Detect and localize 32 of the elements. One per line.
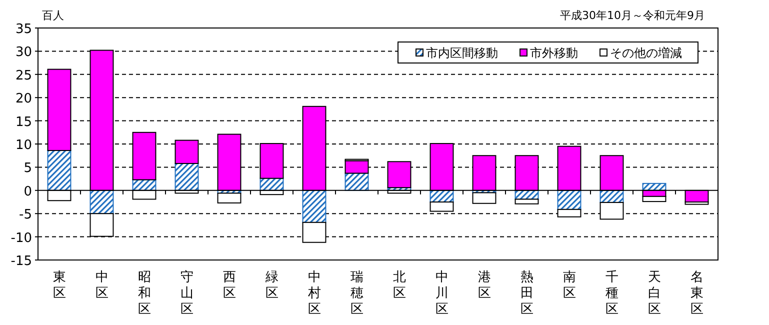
y-tick-label: 15 [15, 114, 32, 130]
x-tick-label: 千種区 [605, 270, 618, 317]
y-tick-label: 25 [15, 68, 32, 84]
y-tick-label: 35 [15, 22, 32, 37]
x-tick-label: 守山区 [180, 270, 194, 317]
x-tick-label: 北区 [392, 270, 406, 301]
y-tick-label: 20 [15, 92, 32, 107]
x-tick-label: 名東区 [690, 270, 704, 317]
legend-label: 市外移動 [530, 46, 578, 60]
x-tick-label: 熱田区 [520, 270, 534, 317]
y-tick-label: -15 [10, 254, 32, 269]
chart-subtitle: 平成30年10月～令和元年9月 [560, 9, 705, 22]
x-tick-label: 南区 [562, 270, 576, 301]
x-tick-label: 西区 [222, 270, 236, 301]
y-tick-label: -5 [19, 208, 32, 223]
x-tick-label: 中村区 [306, 270, 321, 317]
x-tick-label: 港区 [478, 270, 491, 301]
legend-label: その他の増減 [610, 46, 682, 60]
y-tick-label: 10 [15, 138, 32, 153]
x-tick-label: 中区 [95, 270, 108, 301]
x-tick-label: 天白区 [648, 270, 661, 317]
y-tick-label: 0 [24, 184, 32, 200]
y-tick-label: -10 [10, 230, 32, 246]
y-tick-label: 5 [24, 161, 32, 176]
x-tick-label: 中川区 [435, 270, 448, 317]
x-tick-label: 瑞穂区 [350, 270, 364, 317]
legend-label: 市内区間移動 [426, 46, 498, 60]
y-axis-title: 百人 [42, 9, 64, 22]
x-tick-label: 東区 [52, 270, 66, 301]
x-tick-label: 昭和区 [138, 270, 151, 317]
y-tick-label: 30 [15, 45, 32, 60]
x-tick-label: 緑区 [264, 270, 278, 301]
